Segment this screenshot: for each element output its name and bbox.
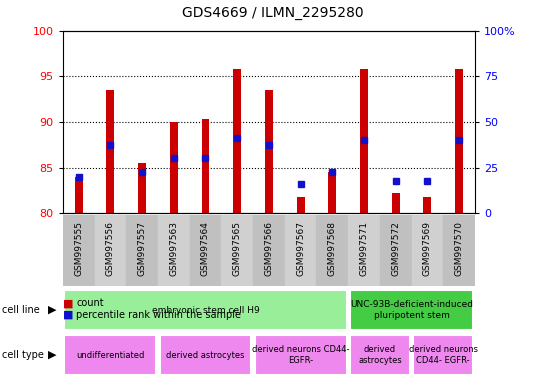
Bar bbox=[233, 69, 241, 213]
Bar bbox=[424, 197, 431, 213]
Text: GSM997570: GSM997570 bbox=[455, 221, 464, 276]
Text: derived neurons CD44-
EGFR-: derived neurons CD44- EGFR- bbox=[252, 345, 349, 365]
Text: GSM997571: GSM997571 bbox=[359, 221, 369, 276]
Bar bbox=[138, 163, 146, 213]
Bar bbox=[158, 215, 189, 286]
Text: GSM997565: GSM997565 bbox=[233, 221, 242, 276]
Bar bbox=[159, 335, 252, 375]
Text: derived neurons
CD44- EGFR-: derived neurons CD44- EGFR- bbox=[409, 345, 478, 365]
Bar bbox=[106, 90, 114, 213]
Bar bbox=[412, 215, 443, 286]
Bar bbox=[126, 215, 158, 286]
Text: GSM997572: GSM997572 bbox=[391, 221, 400, 276]
Bar bbox=[455, 69, 463, 213]
Bar bbox=[253, 215, 285, 286]
Text: GSM997555: GSM997555 bbox=[74, 221, 83, 276]
Text: ▶: ▶ bbox=[48, 305, 57, 315]
Text: GDS4669 / ILMN_2295280: GDS4669 / ILMN_2295280 bbox=[182, 6, 364, 20]
Bar bbox=[443, 215, 475, 286]
Bar bbox=[254, 335, 347, 375]
Text: ■: ■ bbox=[63, 298, 73, 308]
Bar bbox=[413, 335, 473, 375]
Text: GSM997563: GSM997563 bbox=[169, 221, 179, 276]
Text: undifferentiated: undifferentiated bbox=[76, 351, 145, 359]
Bar bbox=[265, 90, 273, 213]
Text: count: count bbox=[76, 298, 104, 308]
Bar bbox=[221, 215, 253, 286]
Text: percentile rank within the sample: percentile rank within the sample bbox=[76, 310, 241, 320]
Text: GSM997557: GSM997557 bbox=[138, 221, 146, 276]
Bar bbox=[328, 172, 336, 213]
Bar bbox=[75, 177, 82, 213]
Bar bbox=[201, 119, 210, 213]
Text: cell line: cell line bbox=[2, 305, 39, 315]
Bar bbox=[360, 69, 368, 213]
Text: GSM997566: GSM997566 bbox=[264, 221, 274, 276]
Text: ▶: ▶ bbox=[48, 350, 57, 360]
Text: ■: ■ bbox=[63, 310, 73, 320]
Bar bbox=[392, 193, 400, 213]
Bar bbox=[64, 290, 347, 330]
Bar bbox=[189, 215, 221, 286]
Text: derived astrocytes: derived astrocytes bbox=[166, 351, 245, 359]
Text: GSM997564: GSM997564 bbox=[201, 221, 210, 276]
Bar bbox=[64, 335, 156, 375]
Bar bbox=[380, 215, 412, 286]
Text: UNC-93B-deficient-induced
pluripotent stem: UNC-93B-deficient-induced pluripotent st… bbox=[350, 300, 473, 320]
Bar bbox=[63, 215, 94, 286]
Bar bbox=[350, 290, 473, 330]
Text: GSM997556: GSM997556 bbox=[106, 221, 115, 276]
Text: GSM997567: GSM997567 bbox=[296, 221, 305, 276]
Bar bbox=[170, 122, 178, 213]
Text: cell type: cell type bbox=[2, 350, 44, 360]
Bar bbox=[296, 197, 305, 213]
Bar bbox=[317, 215, 348, 286]
Bar bbox=[348, 215, 380, 286]
Bar bbox=[285, 215, 317, 286]
Text: derived
astrocytes: derived astrocytes bbox=[358, 345, 402, 365]
Text: embryonic stem cell H9: embryonic stem cell H9 bbox=[152, 306, 259, 314]
Text: GSM997568: GSM997568 bbox=[328, 221, 337, 276]
Bar bbox=[94, 215, 126, 286]
Bar bbox=[350, 335, 410, 375]
Text: GSM997569: GSM997569 bbox=[423, 221, 432, 276]
